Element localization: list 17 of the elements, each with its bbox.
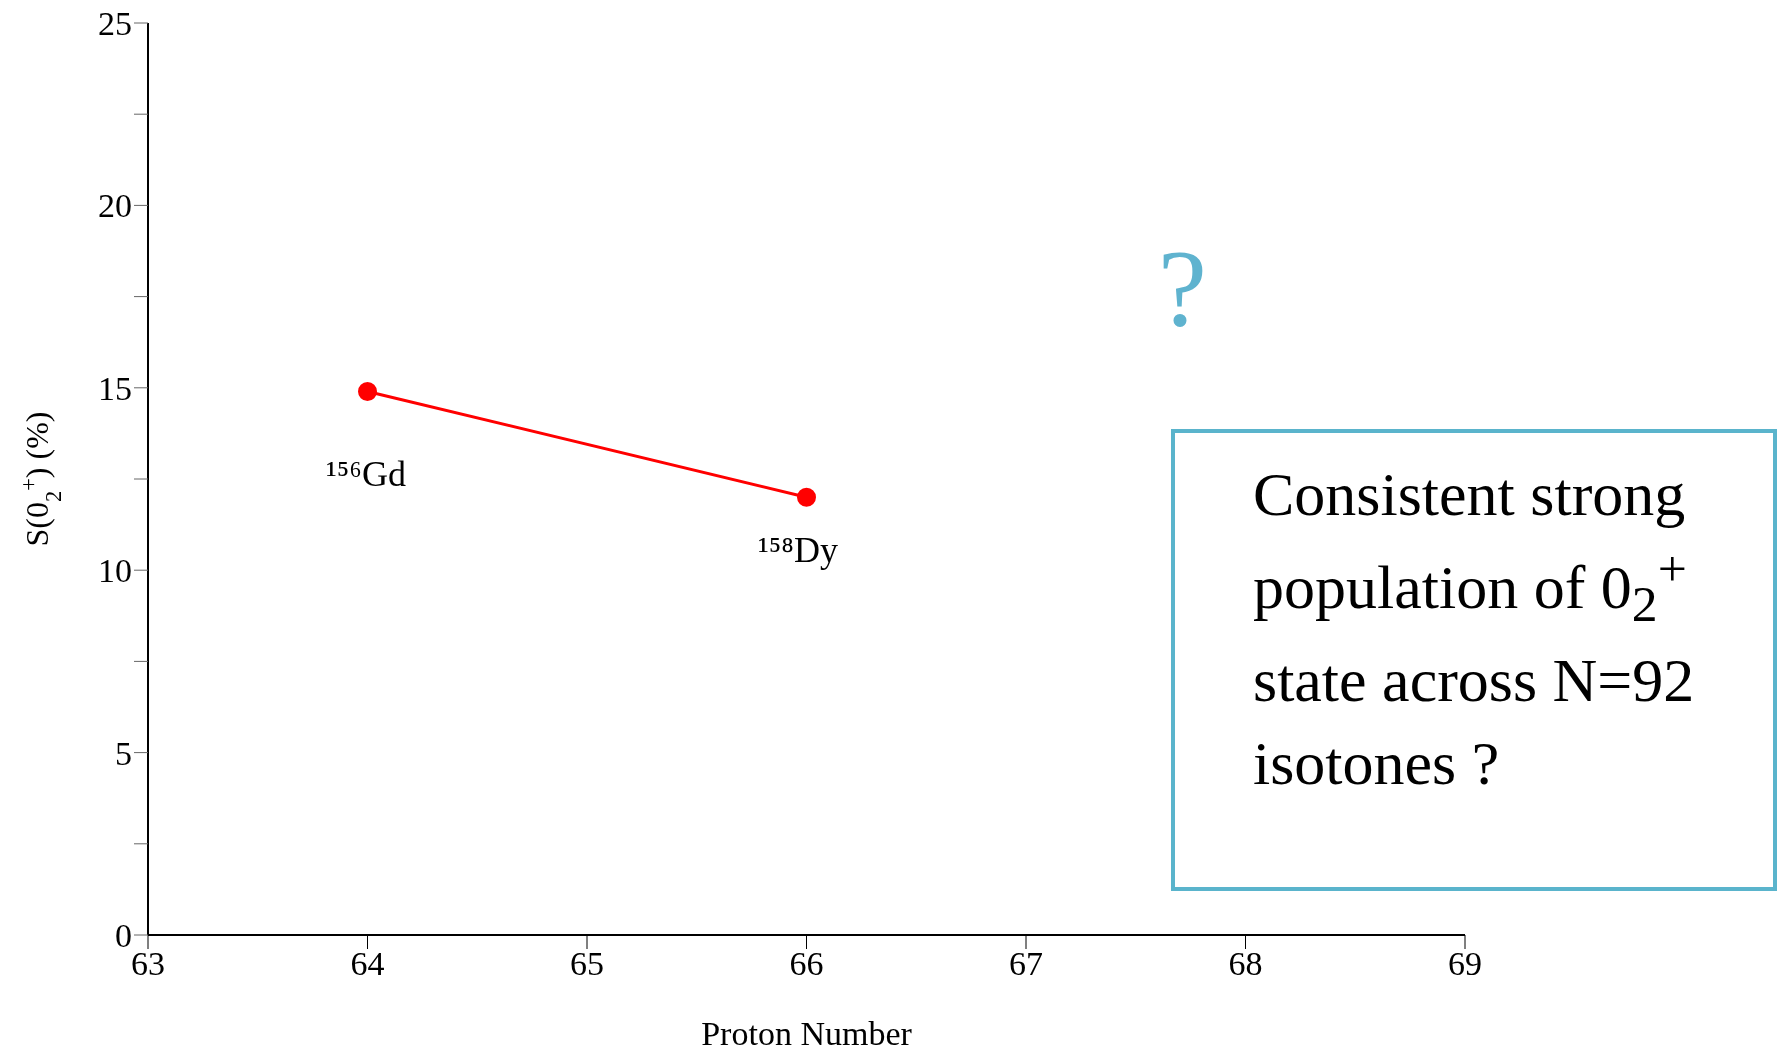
y-tick-label: 0 — [115, 917, 132, 955]
x-tick-label: 64 — [350, 945, 385, 983]
x-tick-label: 63 — [131, 945, 165, 983]
y-tick-label: 5 — [115, 734, 132, 772]
annotation: ¹⁵⁶Gd — [326, 454, 406, 494]
x-axis-title: Proton Number — [701, 1015, 913, 1052]
y-tick-label: 25 — [98, 5, 132, 43]
annotation: ¹⁵⁸Dy — [758, 530, 838, 570]
annotation: ? — [1158, 227, 1207, 349]
x-tick-label: 68 — [1228, 945, 1263, 983]
x-tick-label: 66 — [789, 945, 824, 983]
y-tick-label: 10 — [98, 552, 132, 590]
x-tick-label: 69 — [1448, 945, 1482, 983]
y-tick-label: 20 — [98, 187, 132, 225]
y-tick-label: 15 — [98, 369, 132, 407]
x-tick-label: 65 — [570, 945, 604, 983]
x-tick-label: 67 — [1009, 945, 1043, 983]
